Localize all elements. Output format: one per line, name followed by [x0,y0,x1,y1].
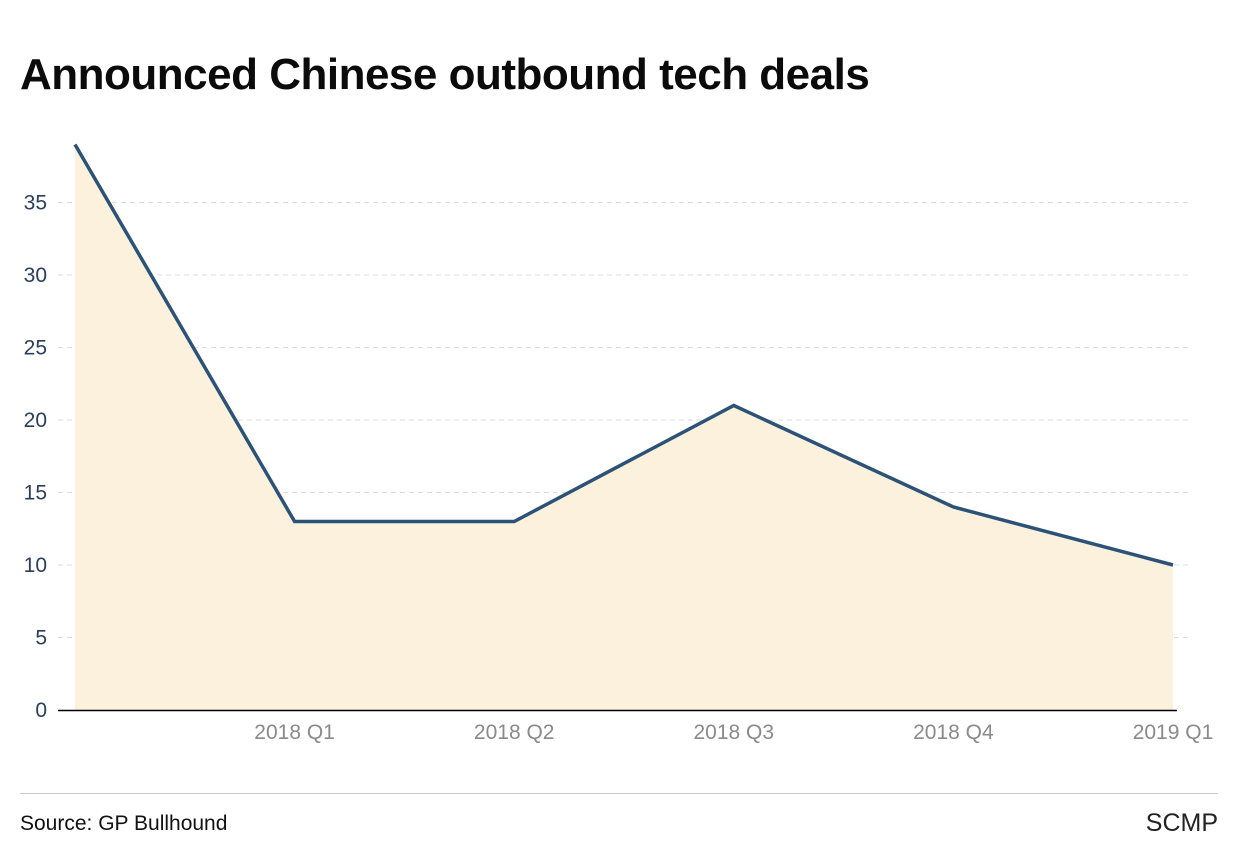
x-tick-label: 2018 Q4 [913,721,994,744]
series-line [73,143,1174,567]
x-tick-label: 2019 Q1 [1133,721,1214,744]
y-axis-ticks: 0 5 10 15 20 25 30 35 [24,192,47,723]
x-tick-label: 2018 Q1 [254,721,335,744]
y-tick-label: 25 [24,337,47,360]
y-tick-label: 10 [24,554,47,577]
source-note: Source: GP Bullhound [20,812,228,835]
y-tick-label: 20 [24,409,47,432]
publisher-logo: SCMP [1145,809,1218,837]
y-tick-label: 15 [24,482,47,505]
area-fill [75,144,1173,710]
x-axis-ticks: 2018 Q1 2018 Q2 2018 Q3 2018 Q4 2019 Q1 [254,721,1213,744]
footer-divider [20,793,1218,794]
x-tick-label: 2018 Q2 [474,721,555,744]
x-tick-label: 2018 Q3 [694,721,775,744]
y-tick-label: 30 [24,264,47,287]
y-tick-label: 0 [35,699,47,722]
y-tick-label: 35 [24,192,47,215]
y-tick-label: 5 [35,627,47,650]
chart-title: Announced Chinese outbound tech deals [20,50,870,99]
